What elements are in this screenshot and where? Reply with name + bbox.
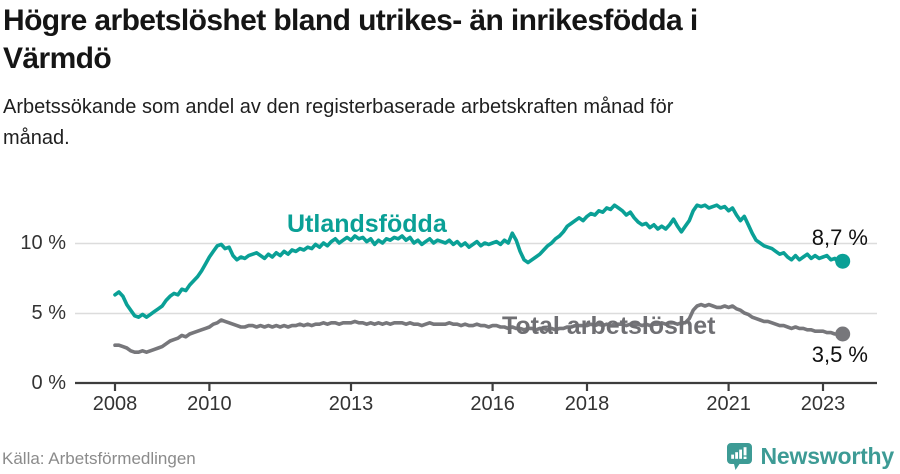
subtitle-line-2: månad. <box>3 127 70 149</box>
x-axis-label-2016: 2016 <box>470 393 515 415</box>
end-value-label-utlandsfodda: 8,7 % <box>811 225 868 250</box>
x-axis-label-2023: 2023 <box>800 393 846 415</box>
chart-subtitle: Arbetssökande som andel av den registerb… <box>3 92 899 154</box>
y-axis-label-10: 10 % <box>20 232 66 254</box>
newsworthy-bubble-chart-icon <box>726 442 752 470</box>
x-axis-label-2018: 2018 <box>564 393 610 415</box>
title-line-2: Värmdö <box>3 42 112 75</box>
x-axis-label-2008: 2008 <box>92 393 138 415</box>
x-axis-label-2021: 2021 <box>706 393 751 415</box>
y-axis-label-0: 0 % <box>31 372 66 394</box>
newsworthy-logo-text: Newsworthy <box>760 442 895 469</box>
y-axis-label-5: 5 % <box>31 302 66 324</box>
source-note: Källa: Arbetsförmedlingen <box>2 449 196 468</box>
newsworthy-logo: Newsworthy <box>726 441 894 471</box>
series-line-utlandsf-dda <box>113 203 845 320</box>
series-line-total-arbetsl-shet <box>113 302 845 355</box>
series-end-dot <box>835 253 851 269</box>
series-label-total-arbetsloshet: Total arbetslöshet <box>502 312 716 340</box>
title-line-1: Högre arbetslöshet bland utrikes- än inr… <box>3 4 698 37</box>
page-title: Högre arbetslöshet bland utrikes- än inr… <box>3 2 899 78</box>
series-end-dot <box>835 326 851 342</box>
x-axis-label-2010: 2010 <box>187 393 232 415</box>
subtitle-line-1: Arbetssökande som andel av den registerb… <box>3 96 674 118</box>
series-label-utlandsfodda: Utlandsfödda <box>287 210 447 238</box>
end-value-label-total: 3,5 % <box>811 342 868 367</box>
x-axis-label-2013: 2013 <box>328 393 374 415</box>
